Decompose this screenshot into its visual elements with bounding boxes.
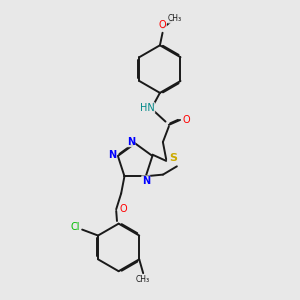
Text: N: N [109,150,117,160]
Text: S: S [169,153,177,163]
Text: O: O [159,20,167,31]
Text: HN: HN [140,103,155,113]
Text: CH₃: CH₃ [168,14,182,23]
Text: N: N [127,137,135,147]
Text: Cl: Cl [71,222,80,232]
Text: O: O [120,204,127,214]
Text: O: O [183,115,190,125]
Text: CH₃: CH₃ [136,274,150,284]
Text: N: N [142,176,150,186]
